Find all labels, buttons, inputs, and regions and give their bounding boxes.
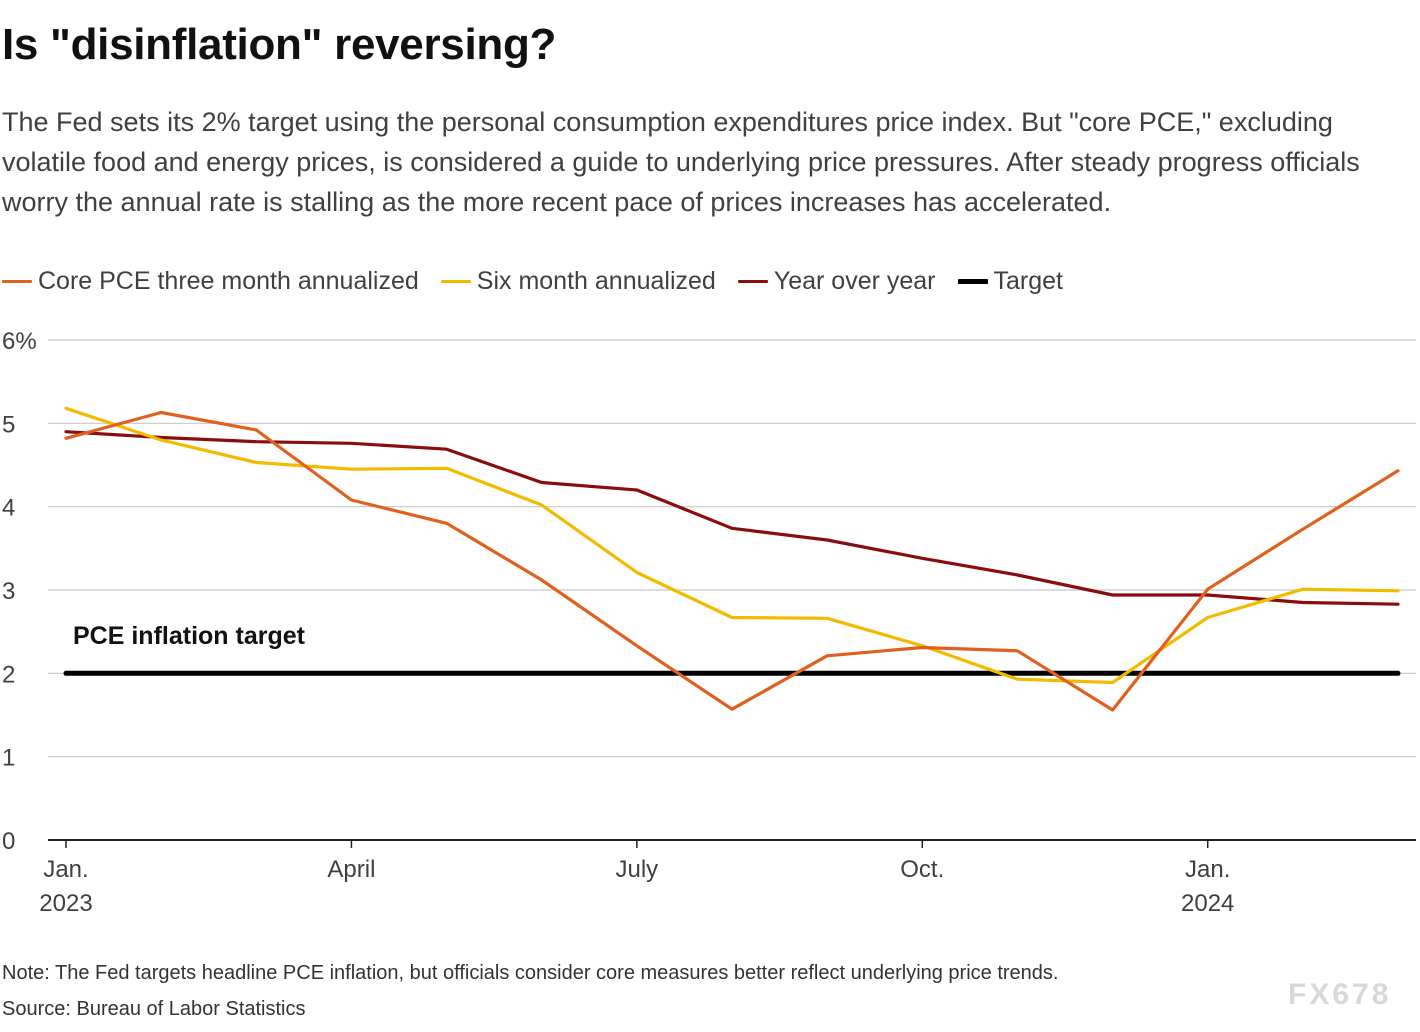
legend-item-year-over-year: Year over year	[737, 266, 936, 296]
source-note: Source: Bureau of Labor Statistics	[2, 998, 306, 1020]
x-tick-label: July	[616, 856, 659, 883]
legend-item-three-month: Core PCE three month annualized	[2, 267, 419, 296]
legend-swatch-three-month	[2, 279, 32, 283]
watermark-logo: FX678	[1288, 978, 1392, 1011]
series-line-year-over-year	[64, 430, 1400, 606]
legend-swatch-target	[957, 278, 988, 284]
chart-subtitle: The Fed sets its 2% target using the per…	[2, 107, 1360, 217]
legend-swatch-year-over-year	[737, 279, 768, 283]
legend-label-target: Target	[993, 266, 1063, 295]
y-tick-label: 3	[2, 578, 15, 605]
y-tick-label: 1	[2, 745, 15, 772]
legend-label-three-month: Core PCE three month annualized	[38, 266, 419, 295]
x-tick-year-label: 2024	[1181, 890, 1234, 917]
series-line-core-pce-three-month-annualized	[64, 410, 1400, 712]
x-tick-label: Jan.	[43, 856, 88, 883]
legend-label-six-month: Six month annualized	[476, 266, 716, 295]
legend-item-six-month: Six month annualized	[440, 266, 716, 296]
y-tick-label: 0	[2, 828, 15, 855]
chart-title: Is "disinflation" reversing?	[2, 20, 557, 69]
legend-swatch-six-month	[440, 279, 471, 283]
x-axis-labels: Jan. 2023 April July Oct. Jan. 2024	[39, 840, 1234, 917]
series-lines	[63, 406, 1401, 712]
legend: Core PCE three month annualized Six mont…	[2, 264, 1063, 298]
y-tick-label: 6%	[2, 328, 37, 355]
x-tick-year-label: 2023	[39, 890, 92, 917]
x-tick-label: Jan.	[1185, 856, 1230, 883]
y-tick-label: 4	[2, 495, 15, 522]
y-tick-label: 2	[2, 661, 15, 688]
legend-label-year-over-year: Year over year	[773, 266, 936, 295]
x-tick-label: Oct.	[900, 856, 944, 883]
gridlines	[48, 339, 1416, 841]
legend-item-target: Target	[957, 266, 1063, 296]
annotation-pce-inflation-target: PCE inflation target	[73, 622, 306, 650]
line-chart: 0 1 2 3 4 5 6% Jan. 2023 April July Oct. Jan. 2024 P…	[2, 328, 1416, 917]
y-axis-labels: 0 1 2 3 4 5 6%	[2, 328, 37, 855]
series-line-six-month-annualized	[64, 406, 1400, 685]
annotations: PCE inflation target	[73, 622, 306, 650]
y-tick-label: 5	[2, 411, 15, 438]
x-tick-label: April	[327, 856, 375, 883]
footnote: Note: The Fed targets headline PCE infla…	[2, 962, 1059, 984]
